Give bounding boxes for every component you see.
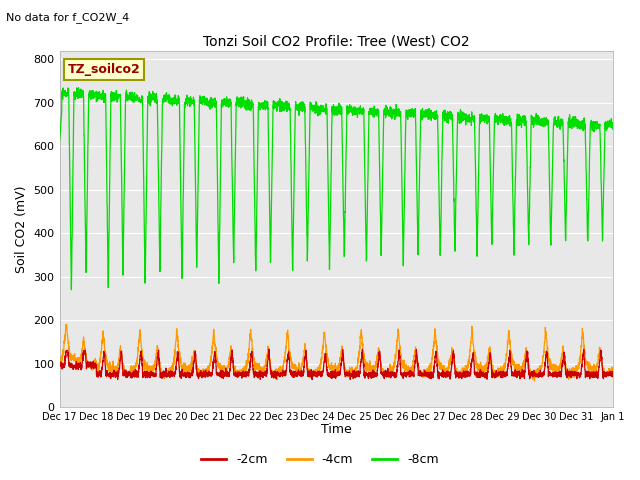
Y-axis label: Soil CO2 (mV): Soil CO2 (mV) xyxy=(15,185,28,273)
Legend: -2cm, -4cm, -8cm: -2cm, -4cm, -8cm xyxy=(196,448,444,471)
Text: TZ_soilco2: TZ_soilco2 xyxy=(68,63,141,76)
X-axis label: Time: Time xyxy=(321,423,351,436)
Title: Tonzi Soil CO2 Profile: Tree (West) CO2: Tonzi Soil CO2 Profile: Tree (West) CO2 xyxy=(203,34,470,48)
Text: No data for f_CO2W_4: No data for f_CO2W_4 xyxy=(6,12,130,23)
